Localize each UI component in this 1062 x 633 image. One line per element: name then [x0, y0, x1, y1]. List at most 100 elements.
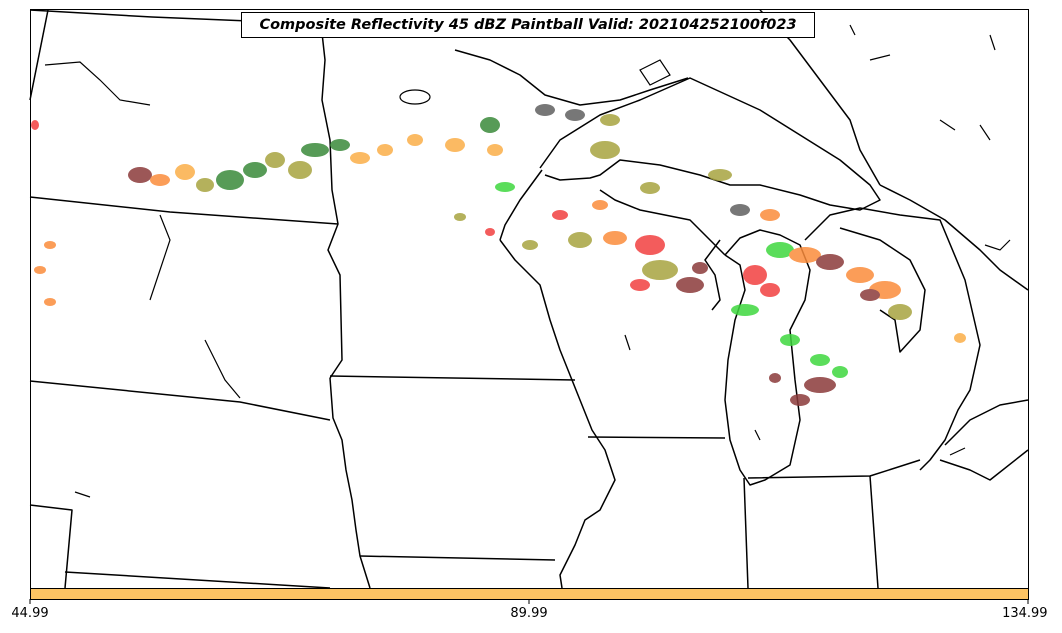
echo [150, 174, 170, 186]
echo [640, 182, 660, 194]
echo [810, 354, 830, 366]
echo [676, 277, 704, 293]
up-peninsula-islands [984, 239, 1011, 251]
echo [485, 228, 495, 236]
colorbar-tick-label-min: 44.99 [11, 606, 49, 621]
mi-lake [754, 429, 761, 441]
reflectivity-echoes [31, 104, 966, 406]
ne-ks-border [29, 504, 73, 589]
mi-oh-border [747, 459, 921, 479]
lakes-small [44, 24, 1011, 498]
echo [350, 152, 370, 164]
echo [568, 232, 592, 248]
echo [790, 394, 810, 406]
mn-west-border [320, 23, 343, 379]
wi-mn-border [499, 169, 543, 241]
map-frame [30, 9, 1029, 589]
ia-mo-border [359, 555, 556, 561]
echo [301, 143, 329, 157]
lake-winnipeg [149, 214, 171, 301]
echo [480, 117, 500, 133]
sd-ne-border [29, 380, 331, 421]
echo [630, 279, 650, 291]
echo [196, 178, 214, 192]
echo [487, 144, 503, 156]
echo [731, 304, 759, 316]
lake-erie [944, 399, 1029, 446]
montana-dakota-line [29, 9, 49, 101]
echo [552, 210, 568, 220]
echo [522, 240, 538, 250]
echo [445, 138, 465, 152]
thumb [839, 227, 926, 353]
echo [708, 169, 732, 181]
echo [760, 283, 780, 297]
lake-michigan [724, 229, 811, 486]
echo [600, 114, 620, 126]
wi-lake [624, 334, 631, 351]
ks-ok-line [64, 571, 331, 589]
echo [743, 265, 767, 285]
door-peninsula [704, 239, 721, 311]
echo [954, 333, 966, 343]
echo [535, 104, 555, 116]
echo [265, 152, 285, 168]
mn-ia-border [329, 375, 576, 381]
colorbar-tick-label-max: 134.99 [1002, 606, 1048, 621]
echo [692, 262, 708, 274]
lake-erie-south [939, 449, 1029, 481]
echo [495, 182, 515, 192]
map-title: Composite Reflectivity 45 dBZ Paintball … [241, 12, 815, 38]
il-in-border [743, 477, 749, 589]
echo [832, 366, 848, 378]
echo [175, 164, 195, 180]
nd-sd-border [29, 196, 339, 225]
echo [635, 235, 665, 255]
echo [288, 161, 312, 179]
lake-huron [804, 207, 981, 471]
ontario-line [879, 184, 1029, 291]
mississippi-river [499, 239, 616, 589]
echo [860, 289, 880, 301]
echo [243, 162, 267, 178]
echo [44, 298, 56, 306]
echo [592, 200, 608, 210]
echo [128, 167, 152, 183]
echo [766, 242, 794, 258]
echo [590, 141, 620, 159]
echo [789, 247, 821, 263]
wi-il-border [587, 436, 726, 439]
echo [31, 120, 39, 130]
echo [846, 267, 874, 283]
canada-border-superior [454, 49, 689, 106]
lake-nipigon [639, 59, 671, 86]
echo [454, 213, 466, 221]
echo [769, 373, 781, 383]
boundaries [29, 9, 1029, 589]
colorbar [30, 588, 1029, 600]
echo [44, 241, 56, 249]
wi-up-border [599, 189, 726, 256]
echo [34, 266, 46, 274]
echo [804, 377, 836, 393]
echo [603, 231, 627, 245]
echo [888, 304, 912, 320]
echo [730, 204, 750, 216]
echo [760, 209, 780, 221]
upper-red-lake [204, 339, 241, 399]
colorbar-tick-label-mid: 89.99 [510, 606, 548, 621]
echo [816, 254, 844, 270]
echo [565, 109, 585, 121]
lake-of-woods [399, 89, 431, 105]
echo [377, 144, 393, 156]
north-shore-lakes [849, 24, 996, 141]
ks-lake [74, 491, 91, 498]
missouri-river [329, 377, 371, 589]
echo [642, 260, 678, 280]
echo [216, 170, 244, 190]
rainy-lake [44, 61, 151, 106]
lake-superior [539, 77, 881, 211]
echo [407, 134, 423, 146]
echo [780, 334, 800, 346]
